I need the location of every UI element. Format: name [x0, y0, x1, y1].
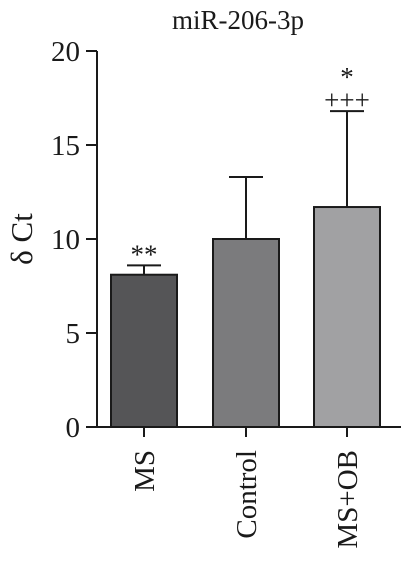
x-tick-label: MS+OB	[332, 450, 364, 549]
y-tick-label: 20	[51, 36, 80, 68]
significance-label: +++	[324, 85, 370, 115]
y-tick-label: 5	[66, 318, 81, 350]
significance-label: **	[131, 239, 158, 269]
chart-title: miR-206-3p	[172, 5, 304, 35]
bar-control	[212, 238, 280, 428]
y-tick-label: 10	[51, 224, 80, 256]
x-tick-label: Control	[231, 450, 263, 539]
x-tick-label: MS	[129, 450, 161, 492]
y-tick-label: 0	[66, 412, 81, 444]
y-tick-label: 15	[51, 130, 80, 162]
y-axis-label: δ Ct	[4, 213, 39, 265]
plot-area: 0 5 10 15 20 MS ** Control MS+OB *+++	[51, 36, 401, 549]
bar-ms	[110, 273, 178, 428]
significance-label: *	[340, 62, 354, 92]
bar-ms-ob	[313, 206, 381, 428]
